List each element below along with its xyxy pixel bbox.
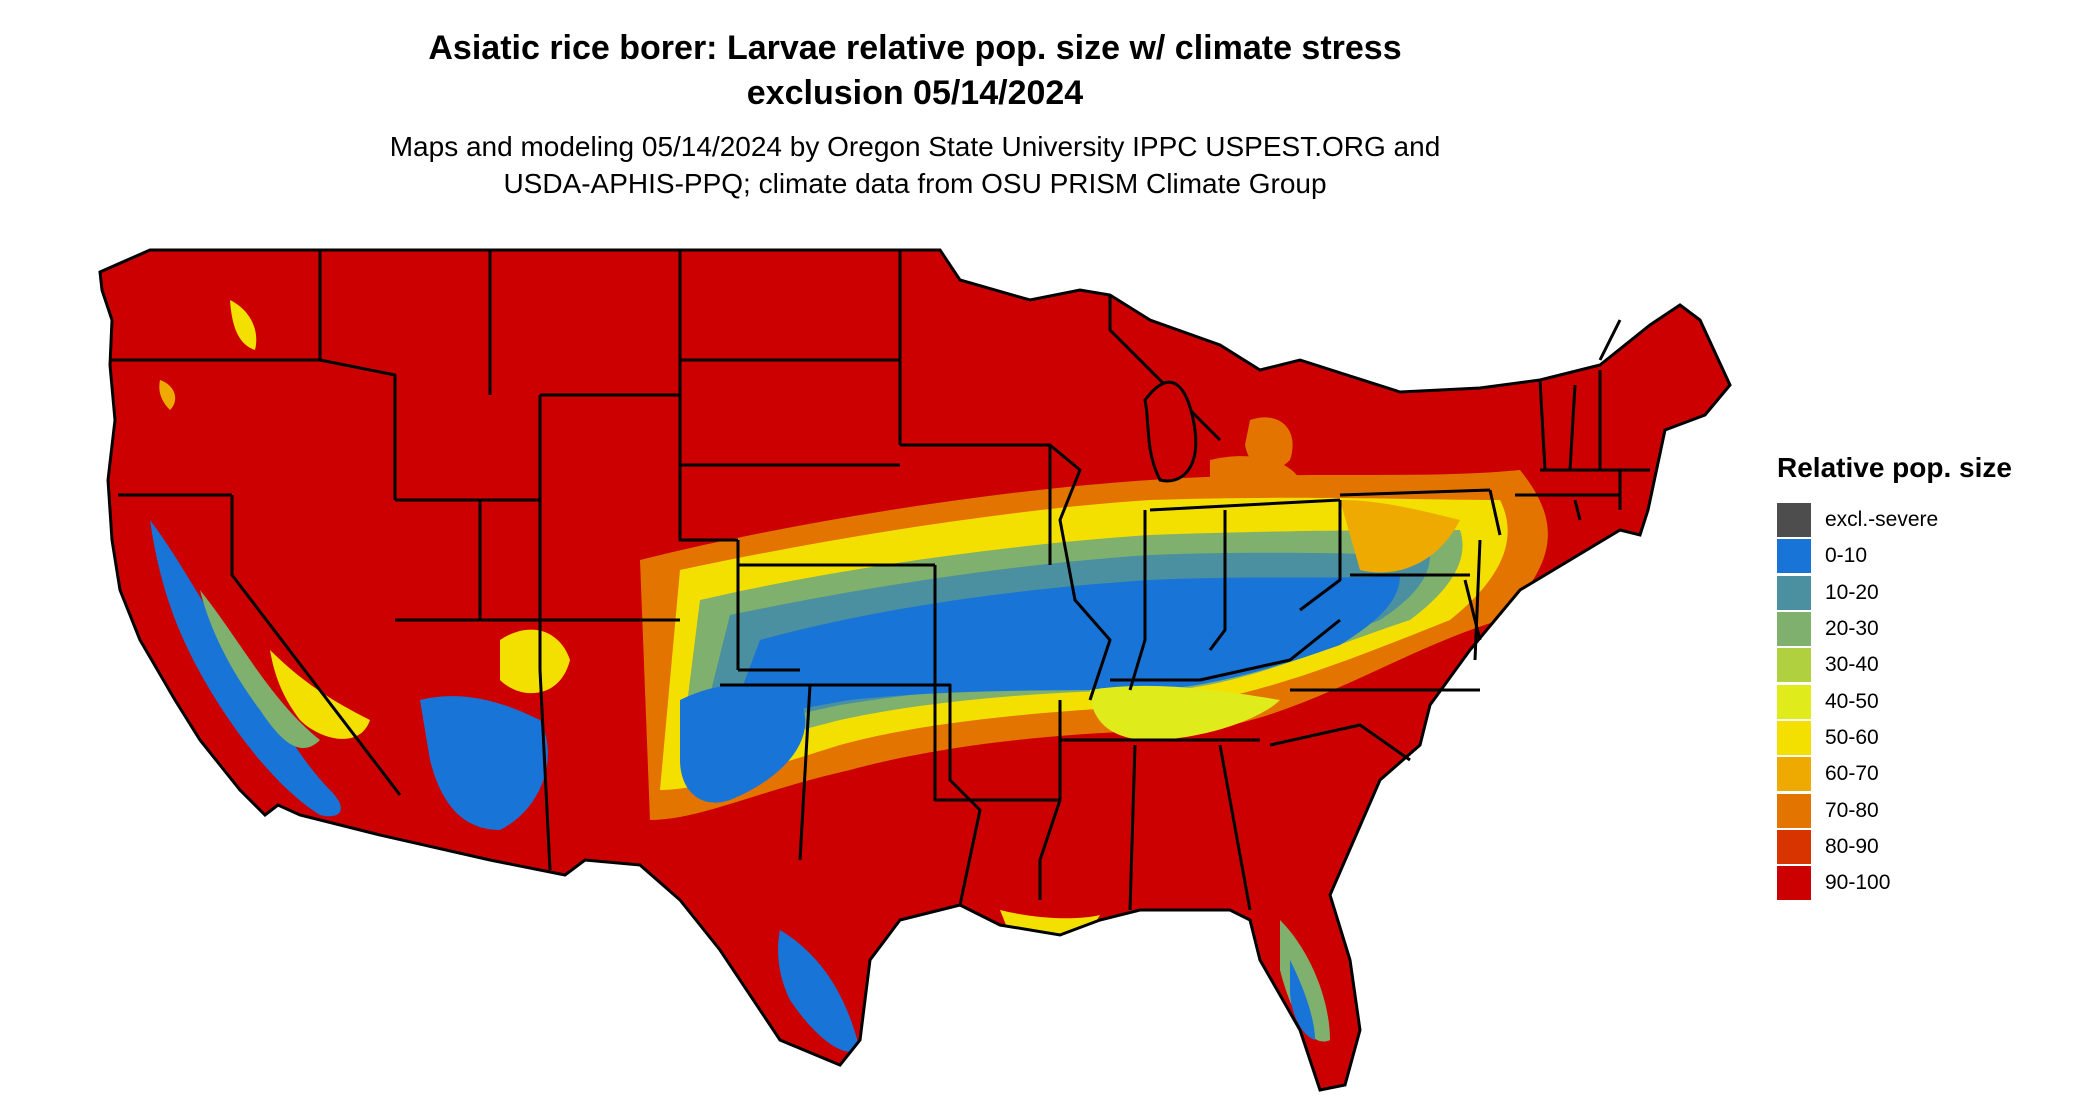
map-title: Asiatic rice borer: Larvae relative pop.… bbox=[0, 26, 1830, 116]
legend-swatch bbox=[1777, 829, 1811, 864]
subtitle-line-2: USDA-APHIS-PPQ; climate data from OSU PR… bbox=[503, 168, 1327, 199]
legend-label: 0-10 bbox=[1825, 544, 1868, 568]
legend-item: 50-60 bbox=[1777, 720, 2012, 756]
legend-swatch bbox=[1777, 757, 1811, 792]
title-line-2: exclusion 05/14/2024 bbox=[746, 74, 1084, 112]
legend-label: 80-90 bbox=[1825, 834, 1879, 858]
legend-item: 70-80 bbox=[1777, 792, 2012, 828]
legend-swatch bbox=[1777, 648, 1811, 683]
legend-label: 90-100 bbox=[1825, 871, 1891, 895]
subtitle-line-1: Maps and modeling 05/14/2024 by Oregon S… bbox=[389, 131, 1441, 162]
legend-swatch bbox=[1777, 575, 1811, 610]
legend-items: excl.-severe 0-10 10-20 20-30 30-40 40-50 50-6… bbox=[1777, 502, 2012, 901]
legend-item: 20-30 bbox=[1777, 611, 2012, 647]
legend-item: 0-10 bbox=[1777, 538, 2012, 574]
legend-item: 40-50 bbox=[1777, 683, 2012, 719]
legend-label: 20-30 bbox=[1825, 617, 1879, 641]
title-line-1: Asiatic rice borer: Larvae relative pop.… bbox=[428, 29, 1402, 67]
legend-swatch bbox=[1777, 866, 1811, 901]
map-subtitle: Maps and modeling 05/14/2024 by Oregon S… bbox=[0, 128, 1830, 202]
legend-label: 30-40 bbox=[1825, 653, 1879, 677]
legend-item: 60-70 bbox=[1777, 756, 2012, 792]
legend-label: excl.-severe bbox=[1825, 508, 1939, 532]
legend-swatch bbox=[1777, 793, 1811, 828]
legend-label: 40-50 bbox=[1825, 689, 1879, 713]
legend-label: 10-20 bbox=[1825, 580, 1879, 604]
legend-swatch bbox=[1777, 503, 1811, 538]
legend-item: 30-40 bbox=[1777, 647, 2012, 683]
legend-item: 80-90 bbox=[1777, 829, 2012, 865]
legend-label: 60-70 bbox=[1825, 762, 1879, 786]
legend-swatch bbox=[1777, 612, 1811, 647]
legend-item: 90-100 bbox=[1777, 865, 2012, 901]
legend-swatch bbox=[1777, 539, 1811, 574]
legend-swatch bbox=[1777, 684, 1811, 719]
legend-label: 50-60 bbox=[1825, 725, 1879, 749]
legend-item: excl.-severe bbox=[1777, 502, 2012, 538]
legend-swatch bbox=[1777, 720, 1811, 755]
legend-title: Relative pop. size bbox=[1777, 452, 2012, 483]
legend: Relative pop. size excl.-severe 0-10 10-20… bbox=[1777, 452, 2012, 901]
legend-item: 10-20 bbox=[1777, 575, 2012, 611]
legend-label: 70-80 bbox=[1825, 798, 1879, 822]
